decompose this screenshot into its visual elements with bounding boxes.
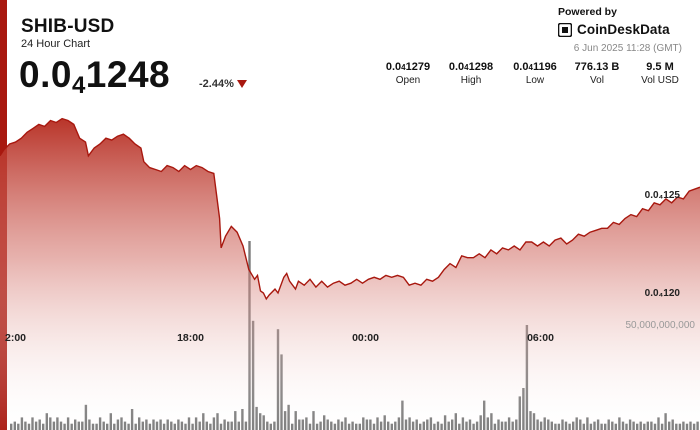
y-axis-ticks: 0.0₄125 0.0₄120 — [645, 190, 681, 299]
price-main: 0.0 — [19, 54, 72, 95]
stat-vol-usd-label: Vol USD — [641, 75, 679, 86]
price-area — [0, 118, 700, 430]
down-arrow-icon — [237, 80, 247, 88]
volume-tick-label: 50,000,000,000 — [625, 320, 695, 331]
stat-low-main: 0.0 — [513, 61, 529, 73]
stat-vol-usd: 9.5 M Vol USD — [625, 61, 695, 88]
stat-vol: 776.13 B Vol — [562, 61, 632, 88]
y-tick-label: 0.0₄125 — [645, 190, 681, 201]
stat-high-sub: 4 — [464, 63, 469, 72]
stat-low: 0.041196 Low — [500, 61, 570, 88]
stat-low-sub: 4 — [528, 63, 533, 72]
stat-vol-label: Vol — [590, 75, 604, 86]
coindesk-logo-icon — [558, 22, 572, 37]
x-tick-label: 06:00 — [527, 332, 554, 344]
stat-open-sub: 4 — [401, 63, 406, 72]
x-axis-ticks: 2:00 18:00 00:00 06:00 — [5, 332, 554, 344]
stat-high-main: 0.0 — [448, 61, 465, 73]
stats-row: 0.041279 Open 0.041298 High 0.041196 Low… — [0, 61, 700, 91]
y-tick-label: 0.0₄120 — [645, 288, 681, 299]
stat-open-rest: 1279 — [405, 61, 431, 73]
stat-open-main: 0.0 — [385, 61, 402, 73]
stat-high-label: High — [460, 75, 482, 86]
price-line — [0, 117, 700, 301]
timestamp: 6 Jun 2025 11:28 (GMT) — [573, 43, 682, 54]
chart-subtitle: 24 Hour Chart — [21, 38, 91, 50]
pair-title: SHIB-USD — [21, 16, 115, 37]
stat-open: 0.041279 Open — [373, 61, 443, 88]
brand-logo[interactable]: CoinDeskData — [558, 22, 670, 37]
stat-high-rest: 1298 — [468, 61, 494, 73]
x-tick-label: 00:00 — [352, 332, 379, 344]
stat-vol-usd-main: 9.5 M — [646, 61, 674, 73]
powered-by-label: Powered by — [558, 6, 617, 18]
x-tick-label: 2:00 — [5, 332, 26, 344]
price-zero-count: 4 — [71, 72, 86, 99]
x-tick-label: 18:00 — [177, 332, 204, 344]
stat-vol-main: 776.13 B — [574, 61, 620, 73]
brand-name: CoinDeskData — [577, 22, 670, 37]
stat-open-label: Open — [395, 75, 421, 86]
price-digits: 1248 — [85, 54, 171, 95]
stat-low-rest: 1196 — [532, 61, 557, 73]
current-price: 0.041248 — [19, 53, 170, 108]
price-change: -2.44% — [199, 78, 234, 90]
stat-high: 0.041298 High — [436, 61, 506, 88]
stat-low-label: Low — [525, 75, 545, 86]
